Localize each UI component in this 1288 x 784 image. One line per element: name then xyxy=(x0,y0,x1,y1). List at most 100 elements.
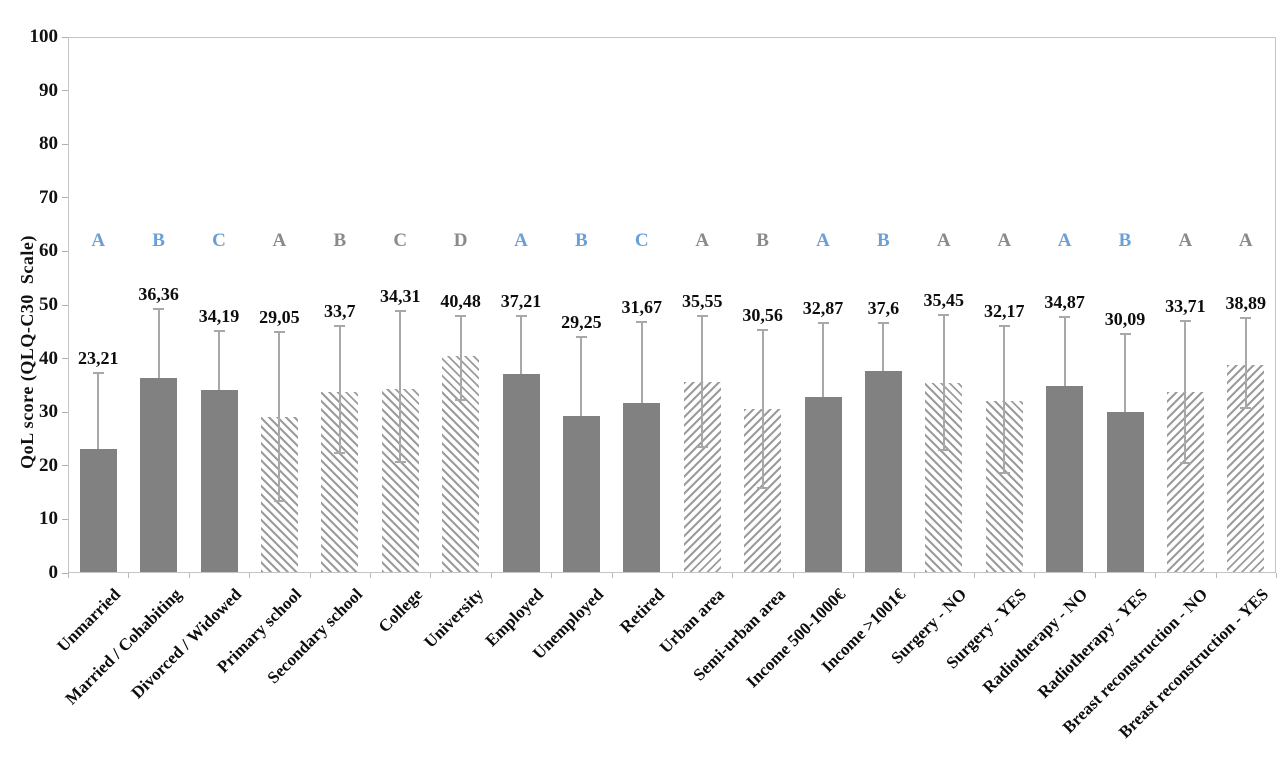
bar-value-label: 33,71 xyxy=(1165,295,1206,316)
bar-value-label: 36,36 xyxy=(138,284,179,305)
error-bar-cap-top xyxy=(757,328,769,331)
error-bar-cap-top xyxy=(334,325,346,328)
error-bar-cap-bottom xyxy=(696,445,708,448)
error-bar-cap-top xyxy=(938,313,950,316)
significance-letter: D xyxy=(453,229,468,251)
y-tick-label: 80 xyxy=(39,133,58,155)
error-bar xyxy=(882,322,885,372)
y-tick-label: 100 xyxy=(29,26,59,47)
significance-letter: B xyxy=(333,229,347,251)
error-bar xyxy=(701,316,704,447)
error-bar-cap-top xyxy=(153,308,165,311)
x-tick-mark xyxy=(249,573,251,578)
y-tick-mark xyxy=(62,197,68,199)
bar-value-label: 32,17 xyxy=(983,301,1025,322)
x-tick-mark xyxy=(611,573,613,578)
x-tick-mark xyxy=(1034,573,1036,578)
error-bar-cap-bottom xyxy=(394,460,406,463)
significance-letter: A xyxy=(695,229,710,251)
y-tick-label: 70 xyxy=(39,186,58,208)
bar-value-label: 33,7 xyxy=(324,301,356,322)
bar-value-label: 23,21 xyxy=(77,347,119,368)
y-tick-mark xyxy=(62,358,68,360)
x-tick-mark xyxy=(913,573,915,578)
bar xyxy=(562,416,600,572)
error-bar-cap-top xyxy=(394,310,406,313)
error-bar-cap-top xyxy=(575,335,587,338)
error-bar xyxy=(1184,320,1187,463)
x-tick-mark xyxy=(68,573,69,578)
x-tick-mark xyxy=(128,573,130,578)
x-tick-mark xyxy=(1094,573,1096,578)
bar-value-label: 37,6 xyxy=(867,297,900,318)
bar-value-label: 37,21 xyxy=(500,291,542,312)
error-bar-cap-top xyxy=(273,331,285,334)
error-bar-cap-top xyxy=(1059,316,1071,319)
significance-letter: A xyxy=(91,229,106,251)
significance-letter: A xyxy=(1178,229,1193,251)
y-tick-label: 20 xyxy=(39,454,58,476)
error-bar xyxy=(1244,318,1247,408)
y-tick-mark xyxy=(62,411,68,413)
x-tick-mark xyxy=(1276,573,1277,578)
error-bar xyxy=(278,332,281,502)
bar xyxy=(864,371,902,572)
error-bar-cap-bottom xyxy=(998,471,1010,474)
x-tick-mark xyxy=(188,573,190,578)
bar-value-label: 30,09 xyxy=(1104,309,1146,330)
error-bar xyxy=(399,311,402,462)
error-bar-cap-top xyxy=(92,371,104,374)
bar-value-label: 38,89 xyxy=(1225,293,1267,314)
y-tick-mark xyxy=(62,572,68,574)
x-tick-mark xyxy=(672,573,673,578)
error-bar-cap-top xyxy=(213,330,225,333)
y-tick-label: 90 xyxy=(39,79,58,101)
y-tick-label: 50 xyxy=(39,294,58,315)
bar-value-label: 40,48 xyxy=(440,290,481,311)
error-bar xyxy=(761,329,764,488)
significance-letter: A xyxy=(816,229,830,251)
error-bar-cap-top xyxy=(1179,319,1191,322)
error-bar-cap-bottom xyxy=(938,448,950,451)
x-tick-mark xyxy=(1215,573,1217,578)
error-bar xyxy=(1124,334,1126,412)
bar xyxy=(804,396,842,572)
significance-letter: A xyxy=(514,229,528,251)
error-bar-cap-bottom xyxy=(757,486,769,489)
bar xyxy=(502,373,540,572)
error-bar-cap-bottom xyxy=(334,451,346,454)
y-tick-mark xyxy=(62,304,68,306)
error-bar-cap-bottom xyxy=(1179,461,1191,464)
y-tick-mark xyxy=(62,250,68,252)
bar xyxy=(200,389,238,572)
error-bar-cap-top xyxy=(636,320,648,323)
significance-letter: B xyxy=(877,229,890,251)
bar-value-label: 30,56 xyxy=(742,304,783,325)
error-bar-cap-top xyxy=(455,314,467,317)
x-tick-mark xyxy=(370,573,371,578)
significance-letter: C xyxy=(212,229,226,251)
bar xyxy=(1046,386,1084,572)
error-bar-cap-top xyxy=(817,321,829,324)
error-bar xyxy=(157,309,160,379)
significance-letter: A xyxy=(272,229,287,251)
significance-letter: B xyxy=(575,229,588,251)
error-bar xyxy=(1063,317,1066,387)
bar xyxy=(623,403,661,572)
error-bar-cap-top xyxy=(998,325,1010,328)
bar-value-label: 31,67 xyxy=(621,296,663,317)
significance-letter: B xyxy=(1118,229,1132,251)
y-tick-label: 60 xyxy=(39,240,58,262)
y-tick-mark xyxy=(62,465,68,467)
error-bar xyxy=(640,321,643,404)
bar-value-label: 35,55 xyxy=(681,291,723,312)
error-bar xyxy=(1003,326,1006,473)
error-bar xyxy=(822,322,824,397)
bar-value-label: 32,87 xyxy=(802,297,844,318)
y-tick-mark xyxy=(62,518,68,520)
error-bar-cap-top xyxy=(1240,317,1252,320)
error-bar-cap-bottom xyxy=(273,500,285,503)
significance-letter: A xyxy=(1238,229,1253,251)
bar-value-label: 35,45 xyxy=(923,289,965,310)
